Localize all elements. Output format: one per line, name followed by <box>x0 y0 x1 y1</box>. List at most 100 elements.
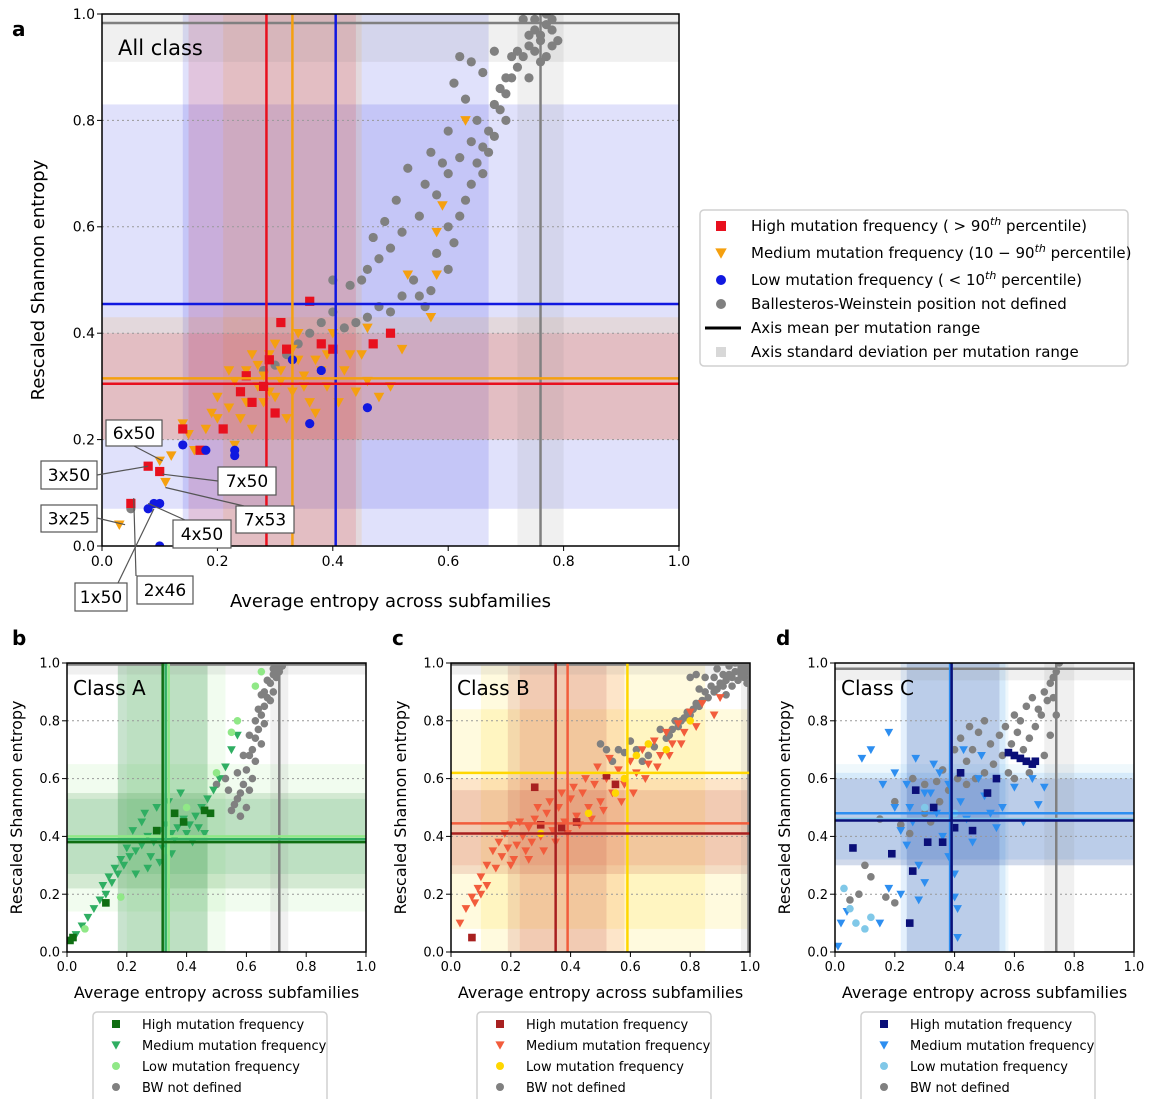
point-medium <box>373 392 385 403</box>
point-medium <box>176 789 185 798</box>
point-bw <box>489 99 499 110</box>
point-medium <box>221 763 230 772</box>
point-high <box>468 933 476 942</box>
annotation-label: 3x50 <box>48 466 91 486</box>
point-medium <box>709 711 719 720</box>
x-tick-label: 0.4 <box>176 960 197 975</box>
point-bw <box>426 147 436 157</box>
point-medium <box>339 366 350 376</box>
annotation-box <box>40 504 98 533</box>
x-tick-label: 0.4 <box>322 554 344 570</box>
point-bw <box>692 670 700 679</box>
point-medium <box>509 856 519 864</box>
x-tick-label: 0.4 <box>944 960 965 975</box>
sd-band-x-high <box>188 14 356 546</box>
point-medium <box>587 815 596 824</box>
point-medium <box>578 789 587 798</box>
annotation-4x50: 4x50 <box>147 502 232 549</box>
point-bw <box>397 227 407 237</box>
legend-marker-icon <box>880 1020 888 1028</box>
x-tick-label: 0.8 <box>680 960 701 975</box>
legend-marker-icon <box>111 1041 121 1050</box>
point-bw <box>524 30 534 40</box>
point-medium <box>110 864 120 873</box>
x-axis-label: Average entropy across subfamilies <box>842 983 1127 1002</box>
point-bw <box>989 760 998 768</box>
point-bw <box>501 89 511 99</box>
point-low <box>362 403 373 413</box>
main-legend: High mutation frequency ( > 90th percent… <box>699 209 1132 367</box>
plot-frame <box>101 13 680 547</box>
point-high <box>247 397 257 407</box>
legend-marker-icon <box>716 275 726 285</box>
point-bw <box>995 731 1004 740</box>
sd-band-y-low <box>102 104 679 509</box>
point-bw <box>686 673 694 682</box>
point-high <box>572 818 581 826</box>
point-medium <box>473 884 483 893</box>
point-bw <box>980 717 989 725</box>
panel-letter-a: a <box>12 17 26 41</box>
point-bw <box>466 57 476 67</box>
point-bw <box>710 688 718 696</box>
x-axis-label: Average entropy across subfamilies <box>458 983 743 1002</box>
y-axis-label: Rescaled Shannon entropy <box>28 159 49 400</box>
point-medium <box>835 942 843 951</box>
x-tick-label: 0.8 <box>1064 960 1085 975</box>
point-bw <box>385 243 396 253</box>
point-high <box>1010 751 1019 760</box>
point-bw <box>495 105 505 115</box>
legend-item: Axis standard deviation per mutation ran… <box>716 343 1079 361</box>
point-high <box>195 445 205 455</box>
point-bw <box>233 795 242 803</box>
point-bw <box>650 743 659 751</box>
chart-panel-a: 0.0 0.2 0.4 0.6 0.8 1.0 0.0 0.2 0.4 0.6 0.8 1.0 Aver… <box>28 7 690 612</box>
point-bw <box>632 745 641 754</box>
x-tick-label: 1.0 <box>668 554 690 570</box>
point-bw <box>260 719 269 728</box>
point-bw <box>489 131 499 141</box>
point-medium <box>206 408 217 419</box>
y-tick-label: 1.0 <box>39 657 60 672</box>
point-low <box>143 504 153 514</box>
chart-panel-d: 0.0 0.2 0.4 0.6 0.8 1.0 0.0 0.2 0.4 0.6 0.8 1.0 Aver… <box>775 657 1144 1002</box>
point-bw <box>489 46 499 56</box>
legend-item: BW not defined <box>112 1081 242 1096</box>
point-low <box>840 884 848 893</box>
point-medium <box>177 419 189 429</box>
sd-band-x-bw <box>1044 663 1075 952</box>
point-medium <box>200 424 212 435</box>
legend-frame <box>476 1011 712 1099</box>
point-bw <box>455 211 465 221</box>
x-tick-label: 0.6 <box>1004 960 1025 975</box>
legend-label: BW not defined <box>142 1081 242 1096</box>
point-bw <box>245 731 254 740</box>
point-bw <box>704 693 712 702</box>
point-medium <box>470 899 480 908</box>
legend-label: Low mutation frequency <box>526 1060 684 1075</box>
point-bw <box>962 780 971 789</box>
point-medium <box>533 804 543 812</box>
point-medium <box>402 270 414 280</box>
point-medium <box>914 896 924 905</box>
chart-panel-c: 0.0 0.2 0.4 0.6 0.8 1.0 0.0 0.2 0.4 0.6 0.8 1.0 Aver… <box>391 657 760 1002</box>
point-medium <box>884 884 894 893</box>
point-bw <box>1007 740 1016 748</box>
point-medium <box>212 414 223 424</box>
point-medium <box>152 804 162 812</box>
point-bw <box>239 751 248 760</box>
point-medium <box>131 870 141 879</box>
point-medium <box>437 201 448 211</box>
point-medium <box>679 728 689 737</box>
point-medium <box>569 783 578 792</box>
point-medium <box>281 414 292 424</box>
point-medium <box>911 754 921 763</box>
annotation-leader <box>133 445 163 462</box>
point-medium <box>935 769 945 778</box>
point-bw <box>701 688 709 696</box>
point-medium <box>968 838 977 847</box>
point-medium <box>229 440 240 451</box>
point-bw <box>251 734 260 742</box>
point-medium <box>572 812 581 821</box>
y-tick-label: 1.0 <box>73 7 95 23</box>
